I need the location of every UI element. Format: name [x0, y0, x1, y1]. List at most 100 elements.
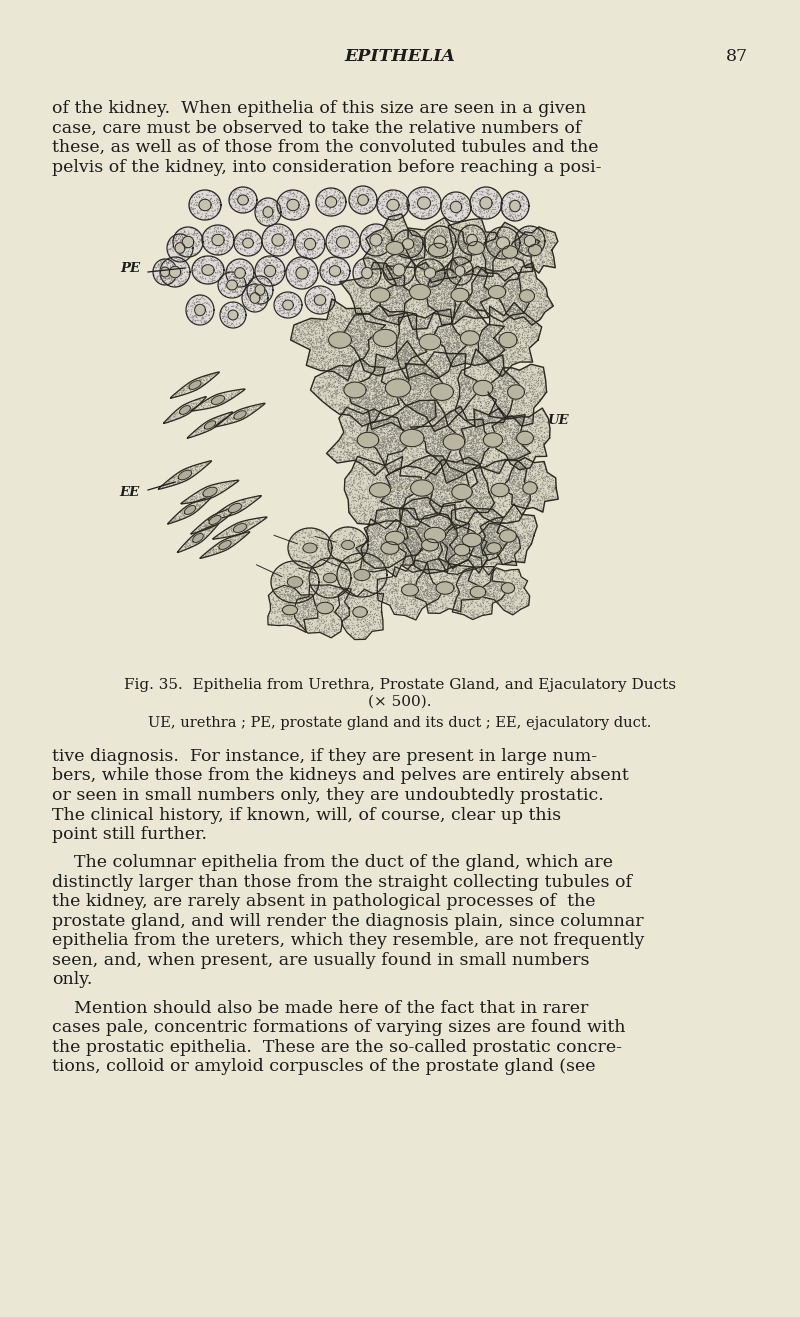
Point — [283, 188, 296, 209]
Point — [493, 377, 506, 398]
Point — [413, 421, 426, 443]
Point — [482, 262, 495, 283]
Point — [462, 522, 474, 543]
Point — [456, 468, 469, 489]
Point — [315, 237, 328, 258]
Point — [436, 299, 449, 320]
Point — [431, 474, 444, 495]
Point — [466, 507, 478, 528]
Point — [436, 415, 449, 436]
Point — [442, 429, 455, 450]
Point — [450, 536, 463, 557]
Point — [498, 363, 511, 385]
Point — [245, 192, 258, 213]
Point — [463, 245, 476, 266]
Point — [449, 273, 462, 294]
Point — [355, 329, 368, 350]
Point — [374, 547, 386, 568]
Point — [430, 462, 442, 483]
Point — [444, 224, 457, 245]
Point — [450, 525, 463, 547]
Point — [517, 458, 530, 479]
Point — [350, 553, 363, 574]
Point — [440, 389, 453, 410]
Point — [503, 249, 516, 270]
Point — [303, 309, 316, 331]
Point — [422, 425, 434, 446]
Point — [374, 304, 386, 325]
Point — [423, 234, 436, 255]
Point — [380, 543, 393, 564]
Point — [446, 539, 459, 560]
Point — [404, 246, 417, 267]
Point — [349, 593, 362, 614]
Point — [384, 315, 397, 336]
Point — [491, 565, 504, 586]
Point — [245, 281, 258, 302]
Point — [486, 323, 498, 344]
Point — [323, 360, 336, 381]
Point — [506, 369, 519, 390]
Point — [419, 487, 432, 508]
Point — [355, 440, 368, 461]
Point — [446, 543, 458, 564]
Point — [364, 362, 377, 383]
Point — [541, 255, 554, 277]
Point — [370, 299, 383, 320]
Point — [475, 410, 488, 431]
Point — [178, 228, 190, 249]
Point — [371, 469, 384, 490]
Point — [444, 428, 457, 449]
Point — [519, 230, 532, 252]
Point — [476, 522, 489, 543]
Point — [442, 548, 454, 569]
Point — [377, 399, 390, 420]
Point — [474, 464, 487, 485]
Point — [434, 432, 447, 453]
Point — [366, 486, 379, 507]
Point — [269, 219, 282, 240]
Point — [379, 515, 392, 536]
Point — [446, 324, 459, 345]
Point — [457, 240, 470, 261]
Point — [416, 378, 429, 399]
Point — [473, 348, 486, 369]
Point — [450, 598, 462, 619]
Point — [450, 332, 462, 353]
Point — [463, 491, 476, 512]
Point — [428, 528, 441, 549]
Point — [454, 254, 466, 275]
Point — [395, 510, 408, 531]
Point — [282, 202, 294, 223]
Point — [413, 338, 426, 360]
Point — [508, 432, 521, 453]
Point — [435, 292, 448, 313]
Point — [480, 398, 493, 419]
Point — [480, 356, 493, 377]
Point — [257, 284, 270, 306]
Point — [536, 246, 549, 267]
Point — [426, 474, 438, 495]
Point — [430, 403, 443, 424]
Point — [390, 238, 403, 259]
Point — [445, 483, 458, 504]
Point — [366, 410, 378, 431]
Point — [422, 391, 435, 412]
Point — [314, 389, 327, 410]
Point — [390, 545, 403, 566]
Point — [489, 536, 502, 557]
Point — [493, 482, 506, 503]
Point — [372, 612, 385, 633]
Point — [222, 474, 235, 495]
Point — [352, 402, 365, 423]
Point — [451, 337, 464, 358]
Point — [338, 528, 350, 549]
Point — [386, 292, 398, 313]
Point — [426, 267, 439, 288]
Point — [303, 519, 316, 540]
Point — [511, 229, 524, 250]
Point — [501, 470, 514, 491]
Point — [400, 345, 413, 366]
Point — [526, 362, 539, 383]
Point — [522, 435, 535, 456]
